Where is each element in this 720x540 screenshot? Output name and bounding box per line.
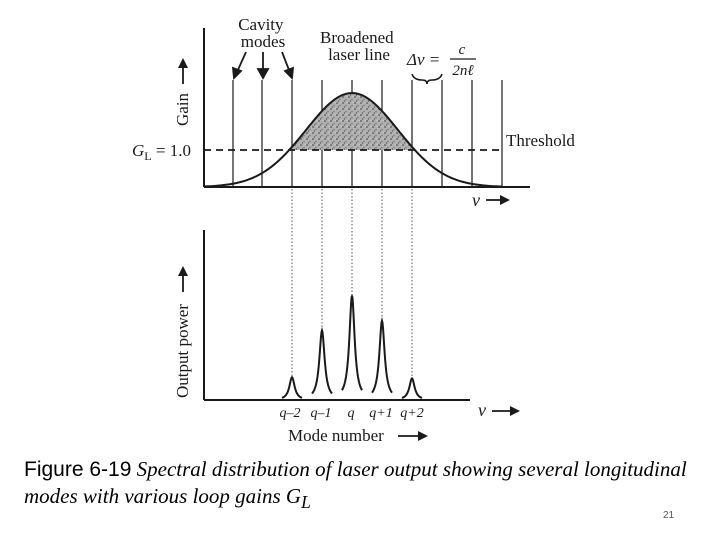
mode-number-arrow-icon: [418, 431, 428, 441]
output-power-plot: q–2 q–1 q q+1 q+2 ν Mode number Output p…: [173, 230, 520, 445]
figure-number: Figure 6-19: [24, 458, 132, 481]
gain-axis-arrow-icon: [178, 58, 188, 68]
gain-axis-label: Gain: [173, 58, 192, 126]
output-power-arrow-icon: [178, 266, 188, 276]
cavity-mode-arrows: [231, 51, 295, 80]
mode-number-axis-label: Mode number: [288, 426, 428, 445]
gain-plot: Cavity modes Broadened laser line Δν = c…: [132, 15, 575, 210]
svg-text:ν: ν: [478, 400, 486, 420]
mode-label-q+2: q+2: [400, 406, 423, 421]
mode-connector-lines: [291, 189, 413, 381]
mode-peak-q: [341, 295, 363, 391]
mode-number-labels: q–2 q–1 q q+1 q+2: [280, 406, 424, 421]
frequency-arrow-icon: [500, 195, 510, 205]
mode-peak-q-2: [281, 375, 303, 399]
frequency-arrow-icon-bottom: [510, 406, 520, 416]
mode-spacing-numerator: c: [459, 42, 466, 58]
mode-label-q-2: q–2: [280, 406, 301, 421]
cavity-modes-label: Cavity modes: [238, 15, 288, 51]
svg-text:Gain: Gain: [173, 92, 192, 126]
svg-text:Mode number: Mode number: [288, 426, 384, 445]
laser-mode-figure: Cavity modes Broadened laser line Δν = c…: [132, 15, 575, 445]
mode-peak-q+2: [401, 376, 423, 399]
mode-label-q+1: q+1: [369, 406, 392, 421]
mode-spacing-brace: [411, 73, 443, 85]
page-number: 21: [663, 510, 675, 521]
gl-threshold-label: GL = 1.0: [132, 141, 191, 163]
output-power-axis-label: Output power: [173, 266, 192, 398]
threshold-label: Threshold: [506, 131, 575, 150]
mode-spacing-denominator: 2nℓ: [452, 63, 473, 79]
frequency-axis-label-bottom: ν: [478, 400, 520, 420]
broadened-gain-curve: [203, 91, 503, 188]
broadened-laser-line-label: Broadened laser line: [320, 28, 398, 64]
mode-peak-q+1: [371, 316, 393, 394]
svg-text:Output power: Output power: [173, 304, 192, 398]
mode-spacing-label: Δν =: [406, 50, 440, 69]
mode-label-q-1: q–1: [311, 406, 332, 421]
svg-text:ν: ν: [472, 190, 480, 210]
figure-caption: Figure 6-19 Spectral distribution of las…: [24, 456, 704, 516]
frequency-axis-label-top: ν: [472, 190, 510, 210]
gain-above-threshold-fill: [289, 93, 415, 150]
caption-text: Spectral distribution of laser output sh…: [24, 457, 687, 513]
mode-peak-q-1: [311, 326, 333, 395]
mode-label-q: q: [348, 406, 355, 421]
